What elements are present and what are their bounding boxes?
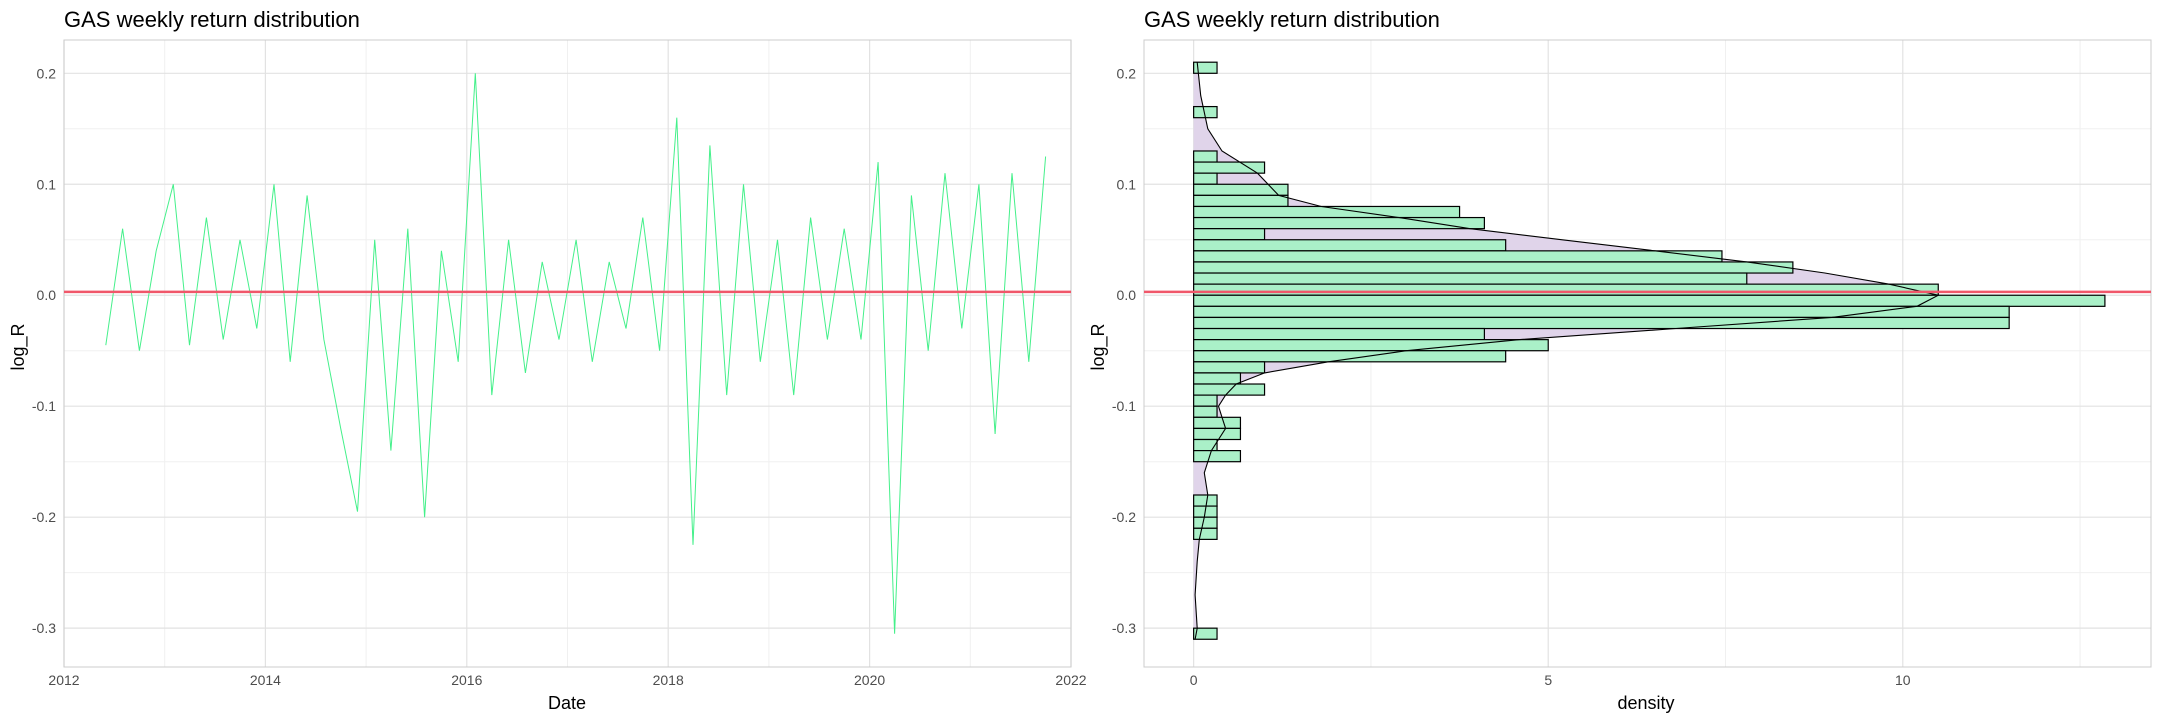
histogram-bar	[1193, 350, 1507, 363]
histogram-bar	[1193, 228, 1266, 241]
right-y-axis-label: log_R	[1088, 323, 1109, 370]
histogram-bar	[1193, 272, 1748, 285]
right-y-tick-label: -0.3	[1112, 620, 1136, 636]
left-chart-title: GAS weekly return distribution	[64, 7, 360, 32]
histogram-bar	[1193, 627, 1218, 640]
histogram-bar	[1193, 372, 1242, 385]
histogram-bar	[1193, 450, 1242, 463]
right-x-tick-label: 10	[1895, 672, 1911, 688]
left-y-tick-label: 0.0	[37, 287, 57, 303]
histogram-bar	[1193, 339, 1549, 352]
return-series-line	[105, 73, 1047, 634]
histogram-bar	[1193, 205, 1461, 219]
histogram-bar	[1193, 316, 2010, 330]
histogram-bar	[1193, 427, 1242, 441]
histogram-bar	[1193, 394, 1218, 407]
histogram-bar	[1193, 261, 1794, 274]
right-y-tick-label: 0.0	[1117, 287, 1137, 303]
left-y-tick-label: -0.3	[32, 620, 56, 636]
left-y-tick-label: 0.2	[37, 65, 57, 81]
histogram-bar	[1193, 383, 1266, 396]
histogram-bar	[1193, 283, 1939, 296]
left-y-tick-label: -0.1	[32, 398, 56, 414]
histogram-bar	[1193, 216, 1485, 230]
right-tick-labels: 0 5 10 0.2 0.1 0.0 -0.1 -0.2 -0.3	[1112, 65, 1911, 688]
left-x-tick-label: 2018	[653, 672, 684, 688]
left-x-tick-label: 2016	[451, 672, 482, 688]
left-series	[64, 73, 1071, 634]
histogram-bar	[1193, 361, 1266, 374]
right-y-tick-label: 0.1	[1117, 176, 1137, 192]
density-curve	[1194, 62, 1940, 640]
right-y-tick-label: -0.2	[1112, 509, 1136, 525]
histogram-bar	[1193, 527, 1218, 540]
histogram-bar	[1193, 305, 2010, 319]
right-y-tick-label: 0.2	[1117, 65, 1137, 81]
histogram-panel: GAS weekly return distribution 0 5 10 0.2 0.…	[1088, 7, 2152, 713]
histogram-bar	[1193, 327, 1485, 341]
histogram-bar	[1193, 194, 1289, 208]
histogram-bar	[1193, 516, 1218, 529]
histogram-bar	[1193, 239, 1507, 252]
right-series	[1144, 61, 2151, 640]
left-x-axis-label: Date	[548, 693, 586, 713]
histogram-bar	[1193, 150, 1218, 163]
right-x-tick-label: 5	[1544, 672, 1552, 688]
left-x-tick-label: 2020	[854, 672, 885, 688]
left-x-tick-label: 2012	[48, 672, 79, 688]
histogram-bar	[1193, 294, 2106, 307]
right-chart-title: GAS weekly return distribution	[1144, 7, 1440, 32]
time-series-panel: GAS weekly return distribution 2012 2014 2…	[8, 7, 1087, 713]
left-y-tick-label: 0.1	[37, 176, 57, 192]
left-grid	[63, 39, 1072, 668]
histogram-bar	[1193, 250, 1723, 263]
left-tick-labels: 2012 2014 2016 2018 2020 2022 0.2 0.1 0.0 -0.1 -0.…	[32, 65, 1087, 688]
histogram-bar	[1193, 494, 1218, 507]
histogram-bar	[1193, 438, 1218, 452]
histogram-bar	[1193, 61, 1218, 74]
left-x-tick-label: 2014	[250, 672, 281, 688]
left-x-tick-label: 2022	[1055, 672, 1086, 688]
right-x-tick-label: 0	[1190, 672, 1198, 688]
histogram-bar	[1193, 161, 1266, 174]
left-panel-border	[63, 39, 1072, 668]
histogram-bar	[1193, 416, 1242, 430]
histogram-bar	[1193, 172, 1218, 185]
right-panel-border	[1143, 39, 2152, 668]
left-y-axis-label: log_R	[8, 323, 29, 370]
right-x-axis-label: density	[1617, 693, 1674, 713]
right-y-tick-label: -0.1	[1112, 398, 1136, 414]
histogram-bar	[1193, 405, 1218, 418]
left-y-tick-label: -0.2	[32, 509, 56, 525]
